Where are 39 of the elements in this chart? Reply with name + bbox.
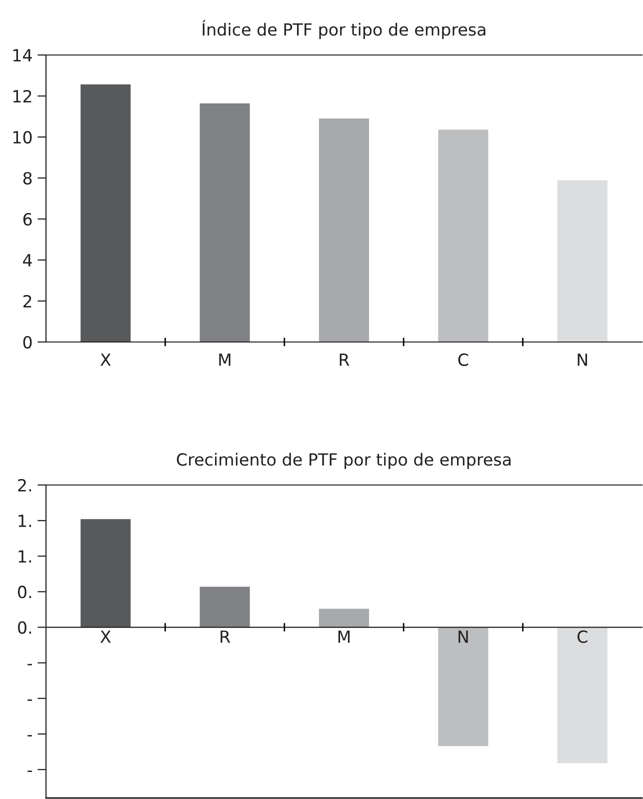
y-tick-label: 4 bbox=[23, 254, 32, 266]
x-tick-label: R bbox=[220, 630, 230, 643]
y-tick-label: 0. bbox=[18, 621, 32, 634]
x-tick-label: M bbox=[338, 630, 350, 643]
bar bbox=[318, 118, 370, 342]
y-tick-label: 2 bbox=[23, 294, 32, 308]
bar bbox=[557, 627, 608, 764]
bar bbox=[438, 130, 488, 342]
y-tick-label: - bbox=[28, 700, 32, 701]
x-tick-label: X bbox=[100, 630, 111, 643]
bar bbox=[80, 84, 131, 342]
bar bbox=[200, 103, 250, 342]
y-tick-label: 10 bbox=[13, 130, 32, 144]
x-tick-label: M bbox=[219, 354, 230, 366]
y-tick-label: 1. bbox=[18, 514, 32, 527]
y-tick-label: 14 bbox=[13, 49, 32, 62]
bar bbox=[557, 180, 608, 342]
y-tick-label: 2. bbox=[18, 478, 32, 492]
x-tick-label: C bbox=[578, 630, 588, 643]
x-tick-label: N bbox=[578, 354, 587, 366]
x-tick-label: C bbox=[458, 353, 468, 366]
x-tick-label: X bbox=[100, 354, 111, 366]
bar bbox=[318, 608, 370, 628]
y-tick-label: 1. bbox=[18, 550, 32, 562]
y-tick-label: 6 bbox=[23, 212, 32, 226]
y-tick-label: - bbox=[28, 664, 32, 666]
x-tick-label: R bbox=[340, 354, 350, 366]
y-tick-label: 0. bbox=[18, 586, 32, 598]
bar bbox=[438, 627, 488, 746]
x-tick-label: N bbox=[458, 630, 468, 643]
y-tick-label: 8 bbox=[23, 172, 32, 185]
y-tick-label: - bbox=[28, 770, 32, 772]
bar bbox=[200, 586, 250, 628]
chart-title: Crecimiento de PTF por tipo de empresa bbox=[176, 452, 511, 470]
chart-title: Índice de PTF por tipo de empresa bbox=[202, 20, 486, 40]
y-tick-label: 12 bbox=[13, 90, 32, 102]
y-tick-label: - bbox=[28, 735, 32, 736]
y-tick-label: 0 bbox=[23, 336, 32, 349]
bar bbox=[80, 519, 131, 628]
